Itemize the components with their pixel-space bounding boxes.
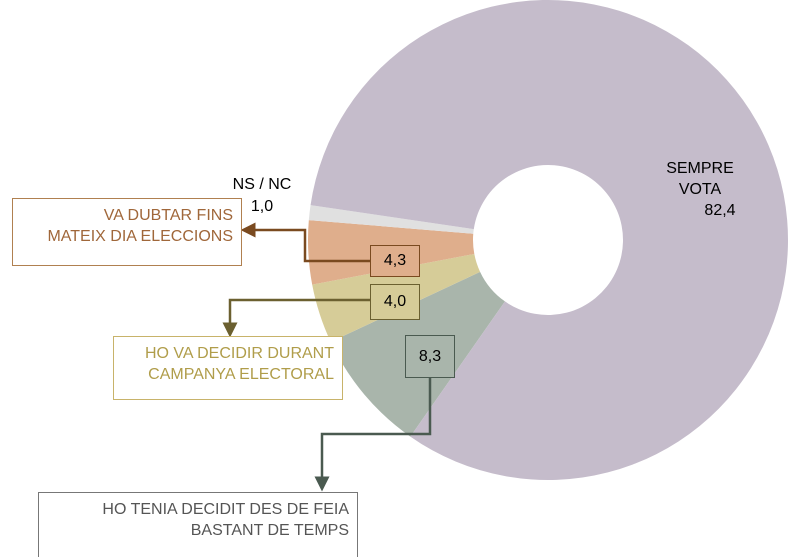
- category-label: HO VA DECIDIR DURANT CAMPANYA ELECTORAL: [113, 336, 343, 400]
- value-label: 8,3: [405, 335, 455, 378]
- donut-slice: [310, 0, 789, 481]
- leader-line: [240, 222, 370, 263]
- category-label: VA DUBTAR FINS MATEIX DIA ELECCIONS: [12, 198, 242, 266]
- leader-line: [314, 378, 432, 492]
- value-label: 1,0: [250, 198, 274, 215]
- category-label: NS / NC: [232, 176, 292, 193]
- category-label: SEMPRE VOTA: [666, 160, 734, 198]
- donut-slice: [308, 205, 474, 234]
- category-label: HO TENIA DECIDIT DES DE FEIA BASTANT DE …: [38, 492, 358, 557]
- value-label: 4,3: [370, 245, 420, 277]
- value-label: 4,0: [370, 284, 420, 320]
- value-label: 82,4: [704, 202, 736, 219]
- leader-line: [222, 298, 370, 338]
